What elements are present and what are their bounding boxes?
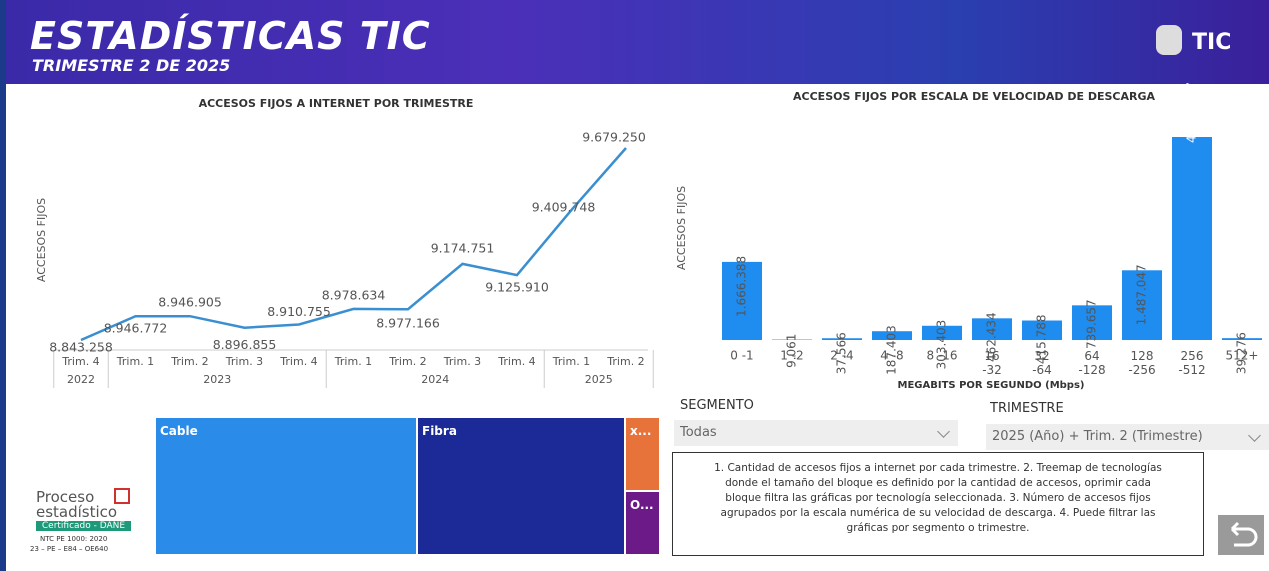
treemap-block[interactable]: O...: [626, 492, 659, 554]
bar: [822, 338, 862, 340]
bar: [1222, 338, 1262, 340]
filter-label: TRIMESTRE: [990, 401, 1064, 416]
data-label: 9.125.910: [485, 280, 549, 295]
x-tick-label: Trim. 1: [334, 355, 372, 368]
bar: [922, 325, 962, 340]
treemap-label: Cable: [160, 424, 198, 438]
data-label: 37.566: [835, 332, 849, 374]
data-label: 8.946.772: [104, 321, 168, 336]
data-label: 8.977.166: [376, 316, 440, 331]
cert-line: Proceso: [36, 488, 95, 506]
data-label: 39.276: [1235, 332, 1249, 374]
x-tick-label: 32 -64: [1032, 349, 1052, 377]
header-title: ESTADÍSTICAS TIC: [30, 14, 431, 58]
bar: [1172, 137, 1212, 340]
filter-label: SEGMENTO: [680, 398, 754, 413]
data-label: 9.409.748: [532, 199, 596, 214]
treemap-label: Fibra: [422, 424, 457, 438]
treemap-label: x...: [630, 424, 652, 438]
bar: [972, 318, 1012, 340]
bar: [1122, 270, 1162, 340]
treemap-block[interactable]: Cable: [156, 418, 416, 554]
chart-title: ACCESOS FIJOS A INTERNET POR TRIMESTRE: [199, 97, 474, 110]
x-tick-label: Trim. 1: [552, 355, 590, 368]
data-label: 8.896.855: [213, 337, 277, 352]
x-tick-label: 256 -512: [1178, 349, 1205, 377]
bar: [722, 261, 762, 340]
x-tick-label: 128 -256: [1128, 349, 1155, 377]
x-axis-label: MEGABITS POR SEGUNDO (Mbps): [898, 380, 1085, 391]
x-tick-label: Trim. 1: [116, 355, 154, 368]
line-series: [80, 147, 627, 342]
cert-badge: Certificado - DANE: [36, 521, 131, 531]
quarter-dropdown[interactable]: 2025 (Año) + Trim. 2 (Trimestre): [986, 424, 1269, 450]
charts: ACCESOS FIJOS A INTERNET POR TRIMESTRE AC…: [35, 82, 1262, 391]
data-label: 1.666.388: [735, 256, 749, 317]
header-logo: TIC: [1192, 30, 1232, 55]
data-label: 9.174.751: [431, 240, 495, 255]
x-tick-label: Trim. 2: [170, 355, 208, 368]
treemap-label: O...: [630, 498, 654, 512]
x-tick-label: Trim. 4: [279, 355, 317, 368]
x-tick-label: Trim. 2: [606, 355, 644, 368]
check-box: [114, 488, 130, 504]
treemap-block[interactable]: Fibra: [418, 418, 624, 554]
data-label: 9.061: [785, 334, 799, 368]
x-tick-label: 8 -16: [926, 349, 957, 363]
data-label: 462.434: [985, 312, 999, 362]
year-label: 2022: [67, 373, 95, 386]
header-subtitle: TRIMESTRE 2 DE 2025: [32, 56, 231, 75]
data-label: 303.403: [935, 320, 949, 370]
chart-title: ACCESOS FIJOS POR ESCALA DE VELOCIDAD DE…: [793, 90, 1155, 103]
bar: [1072, 305, 1112, 340]
data-label: 1.487.047: [1135, 264, 1149, 325]
data-label: 9.679.250: [582, 130, 646, 145]
data-label: 4.331.227: [1185, 82, 1199, 143]
back-button[interactable]: [1218, 515, 1264, 555]
year-label: 2024: [421, 373, 449, 386]
cert-norm: NTC PE 1000: 2020: [40, 535, 108, 543]
data-label: 187.403: [885, 325, 899, 375]
header: [6, 0, 1269, 84]
y-axis-label: ACCESOS FIJOS: [35, 198, 48, 282]
note: 1. Cantidad de accesos fijos a internet …: [672, 452, 1204, 556]
x-tick-label: 16 -32: [982, 349, 1002, 377]
x-tick-label: Trim. 4: [497, 355, 535, 368]
data-label: 8.978.634: [322, 287, 386, 302]
x-tick-label: 4 -8: [880, 349, 903, 363]
bar: [872, 331, 912, 340]
data-label: 8.946.905: [158, 295, 222, 310]
year-label: 2025: [585, 373, 613, 386]
segment-dropdown[interactable]: Todas: [674, 420, 958, 446]
y-axis-label: ACCESOS FIJOS: [675, 186, 688, 270]
x-tick-label: 64 -128: [1078, 349, 1105, 377]
cert-line: estadístico: [36, 503, 118, 521]
x-tick-label: 2 -4: [830, 349, 853, 363]
x-tick-label: 0 -1: [730, 349, 753, 363]
cert-code: 23 – PE – E84 – OE640: [30, 545, 109, 553]
x-tick-label: 512+: [1226, 349, 1259, 363]
back-icon: [1230, 521, 1258, 547]
bar: [1022, 320, 1062, 340]
x-tick-label: Trim. 2: [388, 355, 426, 368]
data-label: 8.910.755: [267, 304, 331, 319]
x-tick-label: Trim. 3: [443, 355, 481, 368]
year-label: 2023: [203, 373, 231, 386]
data-label: 415.788: [1035, 315, 1049, 365]
x-tick-label: Trim. 3: [225, 355, 263, 368]
emblem: [1156, 25, 1182, 55]
data-label: 8.843.258: [49, 340, 113, 355]
x-tick-label: 1 -2: [780, 349, 803, 363]
data-label: 739.657: [1085, 299, 1099, 349]
x-tick-label: Trim. 4: [61, 355, 99, 368]
treemap-block[interactable]: x...: [626, 418, 659, 490]
